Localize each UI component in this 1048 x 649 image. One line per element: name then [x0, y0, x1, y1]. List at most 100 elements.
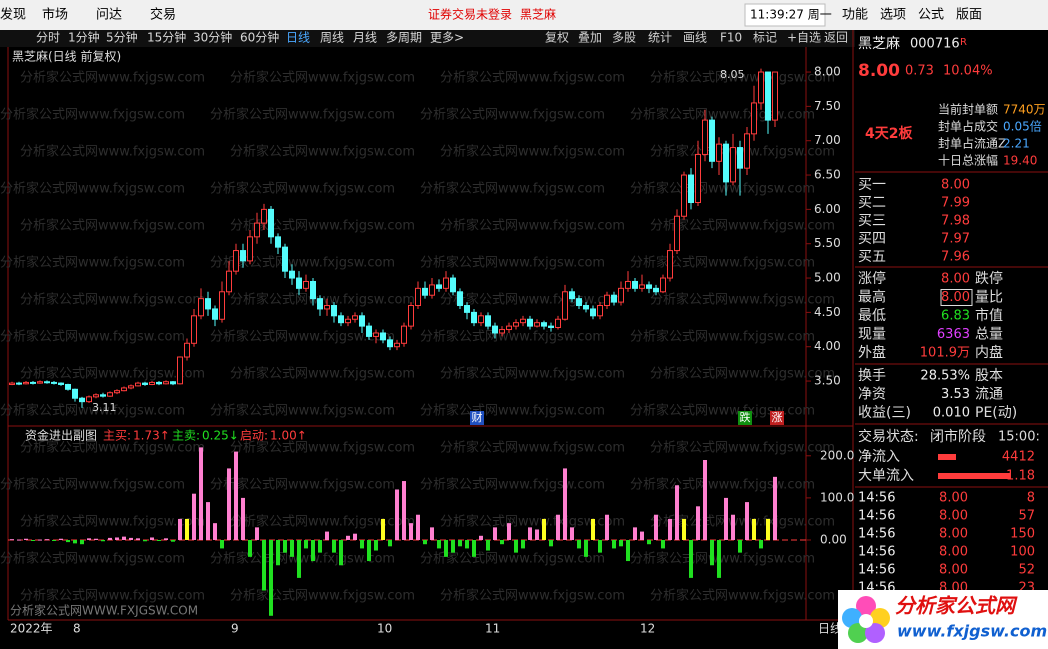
candle-body — [632, 280, 638, 289]
stock-flag: R — [960, 37, 967, 48]
menu-item[interactable]: 版面 — [956, 8, 982, 23]
menu-item[interactable]: 发现 — [0, 7, 26, 23]
tool-button[interactable]: 返回 — [824, 31, 848, 45]
candle-body — [275, 236, 281, 248]
period-button[interactable]: 月线 — [353, 31, 377, 45]
candle-body — [128, 385, 134, 389]
candle-body — [184, 342, 190, 358]
period-button[interactable]: 日线 — [286, 31, 310, 45]
flow-bar — [276, 540, 280, 566]
tool-button[interactable]: F10 — [720, 31, 742, 45]
period-button[interactable]: 分时 — [36, 31, 60, 45]
menu-item[interactable]: 交易 — [150, 7, 176, 23]
flow-bar — [444, 540, 448, 557]
menu-item[interactable]: 功能 — [842, 8, 868, 23]
tool-button[interactable]: 标记 — [753, 31, 777, 45]
flow-value: 1.18 — [1006, 469, 1035, 484]
candle-body — [303, 280, 309, 289]
candle-body — [317, 298, 323, 310]
y-tick-label: 200.0 — [820, 448, 854, 462]
tool-button[interactable]: 复权 — [545, 31, 569, 45]
stat-label: 量比 — [975, 290, 1003, 306]
tick-volume: 57 — [1018, 509, 1035, 524]
candle-body — [72, 388, 78, 399]
menu-item[interactable]: 公式 — [918, 8, 944, 23]
watermark: 分析家公式网www.fxjgsw.com — [20, 292, 205, 308]
watermark: 分析家公式网www.fxjgsw.com — [230, 440, 415, 456]
stat-label: 内盘 — [975, 344, 1003, 361]
period-button[interactable]: 1分钟 — [68, 30, 100, 45]
flow-bar — [164, 538, 168, 540]
period-button[interactable]: 更多> — [430, 31, 464, 45]
watermark: 分析家公式网www.fxjgsw.com — [440, 514, 625, 530]
menu-item[interactable]: 问达 — [96, 8, 122, 23]
tick-price: 8.00 — [939, 527, 968, 542]
stat-label: 股本 — [975, 368, 1003, 384]
candle-body — [219, 291, 225, 320]
candle-body — [394, 342, 400, 348]
tool-button[interactable]: 画线 — [683, 31, 707, 45]
candle-body — [205, 298, 211, 310]
candle-body — [93, 394, 99, 398]
flow-bar — [115, 537, 119, 540]
candle-body — [611, 294, 617, 303]
price-change-pct: 10.04% — [943, 64, 993, 79]
tool-button[interactable]: 统计 — [648, 31, 672, 45]
watermark: 分析家公式网www.fxjgsw.com — [230, 588, 415, 604]
stat-label: 最高 — [858, 289, 886, 306]
flow-label: 净流入 — [858, 449, 900, 465]
period-button[interactable]: 60分钟 — [240, 30, 279, 45]
tick-time: 14:56 — [858, 491, 895, 506]
legend-value: 1.73↑ — [133, 429, 170, 443]
flow-bar — [199, 447, 203, 540]
flow-bar — [752, 518, 756, 540]
candle-body — [23, 381, 29, 385]
menu-item[interactable]: 选项 — [880, 8, 906, 23]
candle-body — [653, 287, 659, 293]
period-button[interactable]: 周线 — [320, 31, 344, 45]
flow-bar — [633, 527, 637, 540]
candle-body — [324, 305, 330, 310]
period-button[interactable]: 15分钟 — [147, 30, 186, 45]
tool-button[interactable]: 叠加 — [578, 31, 602, 45]
stat-value: 8.00 — [941, 290, 970, 305]
watermark: 分析家公式网www.fxjgsw.com — [650, 366, 835, 382]
event-label: 涨 — [772, 411, 783, 424]
period-button[interactable]: 30分钟 — [193, 30, 232, 45]
flow-bar — [374, 540, 378, 551]
subchart-title: 资金进出副图 — [25, 428, 97, 443]
candle-body — [534, 322, 540, 327]
candle-body — [422, 287, 428, 296]
stat-label: 外盘 — [858, 344, 886, 361]
stat-label: PE(动) — [975, 405, 1017, 421]
candle-body — [149, 381, 155, 385]
flow-bar — [542, 518, 546, 540]
candle-body — [674, 215, 680, 252]
flow-bar — [66, 540, 70, 543]
tool-button[interactable]: 多股 — [612, 31, 636, 45]
flow-label: 大单流入 — [858, 468, 914, 484]
watermark: 分析家公式网www.fxjgsw.com — [230, 366, 415, 382]
tool-button[interactable]: +自选 — [787, 31, 821, 45]
flow-bar — [206, 502, 210, 540]
candle-body — [429, 284, 435, 296]
menu-item[interactable]: 市场 — [42, 7, 68, 23]
candle-body — [772, 71, 778, 121]
tick-price: 8.00 — [939, 563, 968, 578]
period-button[interactable]: 5分钟 — [106, 30, 138, 45]
flow-meter — [938, 454, 956, 460]
flow-bar — [10, 539, 14, 541]
seal-label: 当前封单额 — [938, 102, 998, 117]
stat-value: 8.00 — [941, 272, 970, 287]
flow-bar — [150, 537, 154, 540]
flow-bar — [766, 518, 770, 540]
stat-label: 总量 — [975, 327, 1003, 343]
candle-body — [163, 381, 169, 385]
watermark: 分析家公式网www.fxjgsw.com — [210, 329, 395, 345]
flow-bar — [745, 502, 749, 540]
period-button[interactable]: 多周期 — [386, 31, 422, 45]
flow-bar — [619, 540, 623, 547]
watermark: 分析家公式网www.fxjgsw.com — [630, 477, 815, 493]
watermark: 分析家公式网www.fxjgsw.com — [230, 144, 415, 160]
menu-bar — [0, 0, 1048, 30]
